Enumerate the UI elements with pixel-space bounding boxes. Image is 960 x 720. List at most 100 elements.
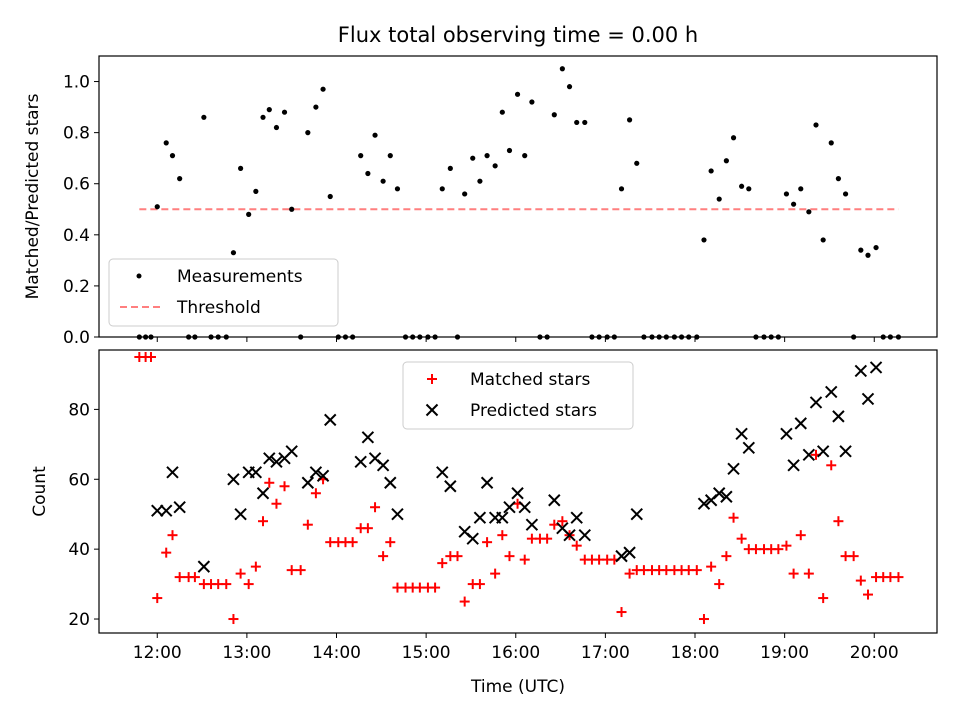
matched-star-point <box>235 568 246 579</box>
measurement-point <box>514 91 521 97</box>
matched-star-point <box>773 544 784 555</box>
measurement-point <box>739 183 745 189</box>
measurement-point <box>582 119 588 126</box>
measurement-point <box>730 135 737 141</box>
x-tick-label: 13:00 <box>222 643 271 663</box>
x-axis-label: Time (UTC) <box>470 677 565 697</box>
measurement-point <box>813 122 819 128</box>
measurement-point <box>708 168 714 174</box>
count-legend-box <box>402 361 634 430</box>
measurement-point <box>313 104 319 110</box>
measurement-point <box>499 109 505 115</box>
measurement-point <box>201 114 207 120</box>
matched-star-point <box>295 565 306 576</box>
predicted-star-point <box>480 476 494 489</box>
count-y-axis-label: Count <box>30 466 50 517</box>
measurement-point <box>394 186 401 192</box>
ratio-legend-box <box>108 258 339 327</box>
ratio-ticks: 0.0 0.2 0.4 0.6 0.8 1.0 <box>63 73 875 348</box>
matched-star-point <box>474 579 485 590</box>
measurement-point <box>289 206 295 212</box>
matched-star-point <box>370 502 381 513</box>
measurement-point <box>470 155 476 161</box>
ratio-y-axis-label: Matched/Predicted stars <box>23 93 43 299</box>
predicted-star-point <box>578 528 591 542</box>
predicted-star-point <box>444 480 457 493</box>
predicted-star-point <box>839 445 852 458</box>
matched-star-point <box>571 540 582 551</box>
ratio-axes-frame <box>98 55 938 338</box>
matched-star-point <box>189 572 200 583</box>
measurement-point <box>716 196 722 202</box>
measurement-point <box>551 112 557 118</box>
measurement-point <box>365 170 371 177</box>
measurement-point <box>439 186 445 192</box>
predicted-star-point <box>503 501 516 514</box>
ratio-panel: Flux total observing time = 0.00 h 0.00.… <box>23 23 938 348</box>
predicted-star-point <box>816 445 830 458</box>
measurement-point <box>574 119 580 126</box>
count-legend: Matched stars Predicted stars <box>402 361 634 430</box>
x-tick-label: 19:00 <box>760 643 809 663</box>
measurement-point <box>238 165 244 171</box>
x-tick-label: 12:00 <box>133 643 182 663</box>
matched-star-point <box>781 540 792 551</box>
legend-label-threshold: Threshold <box>176 298 261 318</box>
measurement-point <box>266 107 272 113</box>
count-ticks: 20 40 60 80 12:00 13:00 14:00 15:00 16:00 17:00 18… <box>68 400 898 663</box>
matched-star-point <box>310 488 321 499</box>
predicted-star-point <box>173 501 186 514</box>
predicted-star-point <box>713 487 726 500</box>
measurement-point <box>246 211 252 217</box>
matched-star-point <box>228 614 239 625</box>
predicted-star-point <box>285 445 298 458</box>
measurement-point <box>380 178 386 184</box>
predicted-star-point <box>249 466 263 479</box>
predicted-star-point <box>518 501 531 514</box>
matched-star-point <box>616 607 627 618</box>
legend-marker-matched <box>427 374 437 384</box>
matched-star-point <box>459 596 470 607</box>
ratio-y-tick-label: 0.6 <box>63 175 90 195</box>
predicted-star-point <box>802 448 816 462</box>
measurement-point <box>522 153 528 159</box>
matched-star-point <box>152 593 163 604</box>
measurement-point <box>873 244 879 251</box>
measurement-point <box>387 153 393 159</box>
matched-star-point <box>145 351 156 362</box>
x-tick-label: 17:00 <box>581 643 630 663</box>
matched-star-point <box>167 530 178 541</box>
predicted-star-point <box>825 385 838 399</box>
x-tick-label: 20:00 <box>850 643 899 663</box>
matched-star-point <box>557 516 568 527</box>
predicted-star-point <box>270 455 283 469</box>
measurement-point <box>798 186 804 192</box>
predicted-star-point <box>361 431 375 444</box>
measurement-point <box>790 201 797 207</box>
x-tick-label: 15:00 <box>402 643 451 663</box>
x-tick-label: 14:00 <box>312 643 361 663</box>
measurement-point <box>701 237 707 243</box>
matched-star-point <box>264 477 275 488</box>
predicted-star-point <box>234 508 247 521</box>
measurement-point <box>828 140 834 146</box>
measurement-point <box>492 163 498 169</box>
measurement-point <box>230 250 237 256</box>
matched-star-point <box>706 561 717 572</box>
predicted-star-point <box>496 511 509 524</box>
predicted-star-point <box>630 508 643 521</box>
legend-plus-glyph <box>427 374 437 384</box>
matched-star-point <box>452 551 463 562</box>
legend-label-predicted: Predicted stars <box>470 401 597 421</box>
predicted-star-point <box>742 441 755 455</box>
predicted-star-point <box>780 427 793 441</box>
matched-star-point <box>691 565 702 576</box>
measurement-point <box>835 176 842 182</box>
count-panel: 20 40 60 80 12:00 13:00 14:00 15:00 16:00 17:00 18… <box>30 349 938 697</box>
matched-star-point <box>795 530 806 541</box>
predicted-star-point <box>473 511 487 524</box>
predicted-star-point <box>570 511 583 524</box>
predicted-star-point <box>301 476 315 489</box>
